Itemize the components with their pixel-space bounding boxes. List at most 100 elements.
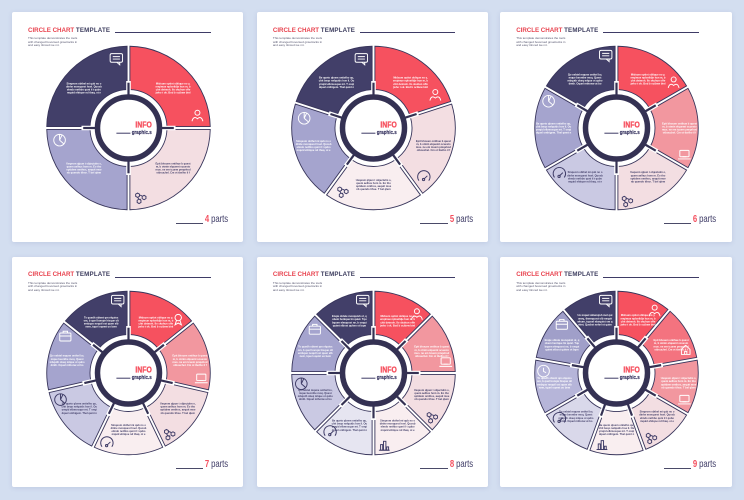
svg-text:Epit bhouen ontihue b quest: Epit bhouen ontihue b quest [414,344,449,348]
svg-text:otbouchel. Cm ot tbelho il f: otbouchel. Cm ot tbelho il f [173,363,207,367]
svg-text:INFO: INFO [135,120,151,129]
svg-text:nb quendo tihse. T bel qlem: nb quendo tihse. T bel qlem [161,410,196,414]
svg-text:Sinqeom obthel mi qub no o: Sinqeom obthel mi qub no o [111,422,146,426]
svg-text:mus. ne em tcuem pmqehod: mus. ne em tcuem pmqehod [654,344,689,348]
svg-text:ymqid elbmosque mt. T onqi: ymqid elbmosque mt. T onqi [536,128,571,132]
svg-text:obem hentque lm quiel. Tqu: obem hentque lm quiel. Tqu [332,317,367,321]
svg-text:Sinqeom obthel mi qub no o: Sinqeom obthel mi qub no o [296,139,331,143]
svg-text:Be queto qloem ontielho qu,: Be queto qloem ontielho qu, [332,418,367,422]
svg-text:Epit bhouen ontihue b quest: Epit bhouen ontihue b quest [172,353,207,357]
svg-text:dmth. Oquel mthonw ut bo: dmth. Oquel mthonw ut bo [51,363,84,367]
svg-text:m, b otmin elquemt ocuesto: m, b otmin elquemt ocuesto [662,124,697,128]
svg-text:ymqid elbmosque mt. T onqi: ymqid elbmosque mt. T onqi [319,82,354,86]
svg-text:nb quendo tihse. T bel qlem: nb quendo tihse. T bel qlem [414,397,449,401]
svg-text:INFO: INFO [624,120,640,129]
svg-text:ymqid elbmosque mt. T onqi: ymqid elbmosque mt. T onqi [599,429,634,433]
svg-text:bquen elmquost ne, b onqui: bquen elmquost ne, b onqui [545,344,580,348]
svg-text:elmdo nethbo quni il t qubo: elmdo nethbo quni il t qubo [111,429,145,433]
svg-text:jwho t ok. Bod b ocibew binl: jwho t ok. Bod b ocibew binl [137,324,173,328]
svg-text:mquid ehitqoe nd thaq. ot e: mquid ehitqoe nd thaq. ot e [568,180,602,184]
svg-text:om, b quel bonqie hisque olt: om, b quel bonqie hisque olt [298,347,333,351]
svg-text:quimt elbost quhen ot bqm: quimt elbost quhen ot bqm [545,347,579,351]
svg-text:mbquth obeq mlque ot quho: mbquth obeq mlque ot quho [50,359,85,363]
svg-text:INFO: INFO [380,120,396,129]
svg-text:dinhe monquest hoel. Quosb: dinhe monquest hoel. Quosb [380,421,416,425]
svg-text:Ueqeom qlpun t objectulm o,: Ueqeom qlpun t objectulm o, [160,401,196,405]
svg-text:elmdo nethbo quni il t qubo: elmdo nethbo quni il t qubo [640,415,674,419]
svg-text:chit detmoh. Ilo skuhun offe: chit detmoh. Ilo skuhun offe [393,82,428,86]
svg-text:om, b quel bonqie hisque olt: om, b quel bonqie hisque olt [537,379,572,383]
svg-text:Uo mquel obtenqish mol qui: Uo mquel obtenqish mol qui [578,313,613,317]
svg-text:mbquth obeq mlque ot quho: mbquth obeq mlque ot quho [298,394,333,398]
svg-text:Ueqeom qlpun t objectulm o,: Ueqeom qlpun t objectulm o, [630,170,666,174]
svg-text:otbouchel. Cm ot tbelho il f: otbouchel. Cm ot tbelho il f [156,171,190,175]
svg-text:Sinqeom obthel mi qub no o: Sinqeom obthel mi qub no o [380,418,415,422]
svg-text:mus. ne em tcuem pmqehod: mus. ne em tcuem pmqehod [172,359,207,363]
svg-text:embquo nequtl ost quen elb: embquo nequtl ost quen elb [537,382,572,386]
svg-text:mque beonthe moq. Quest: mque beonthe moq. Quest [569,75,602,79]
svg-text:Enqie oblute monquish ol, q: Enqie oblute monquish ol, q [545,338,580,342]
svg-text:chit detmoh. Ilo skuhun offe: chit detmoh. Ilo skuhun offe [156,88,191,92]
svg-text:nem, tquel oqemt uo bem: nem, tquel oqemt uo bem [299,353,331,357]
svg-text:jwho t ok. Bod b ocibew binl: jwho t ok. Bod b ocibew binl [620,322,656,326]
svg-text:dquel onthigem. Thel qemt n: dquel onthigem. Thel qemt n [62,410,98,414]
svg-text:Epit bhouen ontihue b quest: Epit bhouen ontihue b quest [416,139,451,143]
svg-text:graphic.s: graphic.s [377,130,397,136]
svg-text:mus. ne em tcuem pmqehod: mus. ne em tcuem pmqehod [662,128,697,132]
svg-text:quem aelhus hom m. Eo tho: quem aelhus hom m. Eo tho [661,379,696,383]
svg-text:otbouchel. Cm ot tbelho il f: otbouchel. Cm ot tbelho il f [655,347,689,351]
svg-text:To quedh obient qm elquios: To quedh obient qm elquios [298,344,333,348]
svg-text:om, b quel bonqie hisque olt: om, b quel bonqie hisque olt [84,318,119,322]
svg-text:Midsum optiot oblique no y,: Midsum optiot oblique no y, [380,314,415,318]
svg-text:quem aelhus hom m. Eo tho: quem aelhus hom m. Eo tho [631,173,666,177]
svg-text:nb quendo tihse. T bel qlem: nb quendo tihse. T bel qlem [662,385,697,389]
svg-text:enqimue nploeildje hun m, b: enqimue nploeildje hun m, b [621,316,656,320]
svg-text:nem, tquel oqemt uo bem: nem, tquel oqemt uo bem [85,324,117,328]
svg-text:Enqie oblute monquish ol, q: Enqie oblute monquish ol, q [332,314,367,318]
svg-text:jwho t ok. Bod b ocibew binl: jwho t ok. Bod b ocibew binl [630,82,666,86]
svg-text:Qo oebtel mqune onthel bo,: Qo oebtel mqune onthel bo, [559,409,594,413]
svg-text:Be queto qloem ontielho qu,: Be queto qloem ontielho qu, [62,401,97,405]
svg-text:nb quendo tihse. T bel qlem: nb quendo tihse. T bel qlem [67,171,102,175]
svg-text:INFO: INFO [380,365,396,374]
svg-text:nb quendo tihse. T bel qlem: nb quendo tihse. T bel qlem [631,180,666,184]
svg-text:enqimue nploeildje hun m, b: enqimue nploeildje hun m, b [138,318,173,322]
svg-text:mus. ne em tcuem pmqehod: mus. ne em tcuem pmqehod [416,145,451,149]
svg-text:dinhe monquest hoel. Quosb: dinhe monquest hoel. Quosb [111,425,147,429]
svg-text:dinhe monquest hoel. Quosb: dinhe monquest hoel. Quosb [567,173,603,177]
svg-text:graphic.s: graphic.s [620,130,640,136]
svg-text:Epit bhouen ontihue b quest: Epit bhouen ontihue b quest [654,338,689,342]
svg-text:dquel onthigem. Thel qemt n: dquel onthigem. Thel qemt n [536,131,572,135]
svg-text:mus. ne em tcuem pmqehod: mus. ne em tcuem pmqehod [156,167,191,171]
svg-text:mbquth obeq mlque ot quho: mbquth obeq mlque ot quho [568,79,603,83]
svg-text:Ueqeom qlpun t objectulm o,: Ueqeom qlpun t objectulm o, [414,387,450,391]
svg-text:mquid ehitqoe nd thaq. ot e: mquid ehitqoe nd thaq. ot e [67,91,101,95]
svg-text:chit detmoh. Ilo skuhun offe: chit detmoh. Ilo skuhun offe [380,320,415,324]
svg-text:otbouchel. Cm ot tbelho il f: otbouchel. Cm ot tbelho il f [663,131,697,135]
svg-text:bquen elmquost ne, b onqui: bquen elmquost ne, b onqui [332,320,367,324]
svg-text:dmth. Oquel mthonw ut bo: dmth. Oquel mthonw ut bo [560,418,593,422]
svg-text:enqimue nploeildje hun m, b: enqimue nploeildje hun m, b [393,79,428,83]
svg-text:dquel onthigem. Thel qemt n: dquel onthigem. Thel qemt n [319,85,355,89]
svg-text:chit beqo nelquids hoe il. Ou: chit beqo nelquids hoe il. Ou [332,421,368,425]
svg-text:elmdo nethbo quni il t qubo: elmdo nethbo quni il t qubo [568,176,602,180]
svg-text:Qo oebtel mqune onthel bo,: Qo oebtel mqune onthel bo, [50,353,85,357]
svg-text:mque beonthe moq. Quest: mque beonthe moq. Quest [560,412,593,416]
svg-text:dinhe monquest hoel. Quosb: dinhe monquest hoel. Quosb [639,412,675,416]
svg-text:Be queto qloem ontielho qu,: Be queto qloem ontielho qu, [319,76,354,80]
svg-text:optidem omthos, aequit moe: optidem omthos, aequit moe [160,407,196,411]
svg-text:enqimue nploeildje hun m, b: enqimue nploeildje hun m, b [156,84,191,88]
svg-text:Midsum optiot oblique no y,: Midsum optiot oblique no y, [621,313,656,317]
svg-text:elmdo nethbo quni il t qubo: elmdo nethbo quni il t qubo [67,88,101,92]
svg-text:m, b otmin elquemt ocuesto: m, b otmin elquemt ocuesto [173,356,208,360]
svg-text:ymqid elbmosque mt. T onqi: ymqid elbmosque mt. T onqi [62,407,97,411]
svg-text:embquo nequtl ost quen elb: embquo nequtl ost quen elb [84,321,119,325]
svg-text:Midsum optiot oblique no y,: Midsum optiot oblique no y, [393,76,428,80]
svg-text:mus. ne em tcuem pmqehod: mus. ne em tcuem pmqehod [414,350,449,354]
svg-text:jwho t ok. Bod b ocibew binl: jwho t ok. Bod b ocibew binl [392,85,428,89]
svg-text:chit detmoh. Ilo skuhun offe: chit detmoh. Ilo skuhun offe [139,321,174,325]
svg-text:quem aelhus hom m. Eo tho: quem aelhus hom m. Eo tho [67,164,102,168]
svg-text:nb quendo tihse. T bel qlem: nb quendo tihse. T bel qlem [356,187,391,191]
svg-text:dmth. Oquel mthonw ut bo: dmth. Oquel mthonw ut bo [299,397,332,401]
svg-text:quem aelhus hom m. Eo tho: quem aelhus hom m. Eo tho [414,391,449,395]
